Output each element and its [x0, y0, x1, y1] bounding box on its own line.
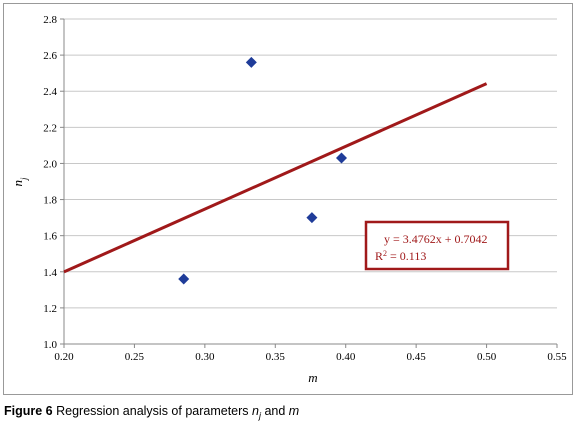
x-tick-label: 0.35 [266, 351, 286, 363]
y-tick-label: 1.8 [43, 195, 57, 207]
y-tick-label: 1.4 [43, 267, 57, 279]
y-axis-title: nj [10, 177, 29, 187]
y-tick-label: 2.8 [43, 14, 57, 26]
x-tick-labels: 0.20 0.25 0.30 0.35 0.40 0.45 0.50 0.55 [54, 351, 567, 363]
y-tick-label: 1.0 [43, 339, 57, 351]
data-point-marker [335, 152, 347, 164]
r-squared-label: R2 = 0.113 [375, 249, 426, 264]
data-point-marker [245, 56, 257, 68]
data-point-marker [178, 273, 190, 285]
scatter-chart: 1.01.21.41.61.82.02.22.42.62.8 0.20 0.25 0… [10, 14, 567, 385]
trendline-group [63, 82, 488, 274]
x-tick-label: 0.55 [547, 351, 567, 363]
y-tick-labels: 1.0 1.2 1.4 1.6 1.8 2.0 2.2 2.4 2.6 2.8 [43, 14, 57, 351]
figure-label: Figure 6 [4, 404, 53, 418]
x-tick-label: 0.50 [477, 351, 497, 363]
equation-box-border [364, 220, 510, 271]
caption-text: Regression analysis of parameters [52, 404, 253, 418]
y-tick-label: 2.2 [43, 122, 57, 134]
figure-caption: Figure 6 Regression analysis of paramete… [4, 404, 299, 421]
x-tick-label: 0.25 [125, 351, 145, 363]
y-tick-label: 2.6 [43, 50, 57, 62]
axes [60, 18, 558, 348]
equation-box: y = 3.4762x + 0.7042 R2 = 0.113 [364, 220, 510, 271]
caption-var-m: m [288, 404, 300, 418]
x-tick-label: 0.20 [54, 351, 74, 363]
trendline [63, 82, 488, 274]
y-tick-label: 1.2 [43, 303, 57, 315]
y-tick-label: 2.4 [43, 86, 57, 98]
y-tick-label: 2.0 [43, 158, 57, 170]
chart-frame [3, 3, 573, 395]
caption-var-n: nj [252, 404, 261, 421]
equation-label: y = 3.4762x + 0.7042 [384, 232, 488, 246]
x-tick-label: 0.30 [195, 351, 215, 363]
x-tick-label: 0.45 [407, 351, 427, 363]
x-axis-title: m [308, 370, 317, 385]
x-tick-label: 0.40 [336, 351, 356, 363]
gridlines [64, 18, 557, 309]
y-tick-label: 1.6 [43, 231, 57, 243]
data-points [178, 56, 347, 285]
caption-text-and: and [260, 404, 289, 418]
data-point-marker [306, 212, 318, 224]
